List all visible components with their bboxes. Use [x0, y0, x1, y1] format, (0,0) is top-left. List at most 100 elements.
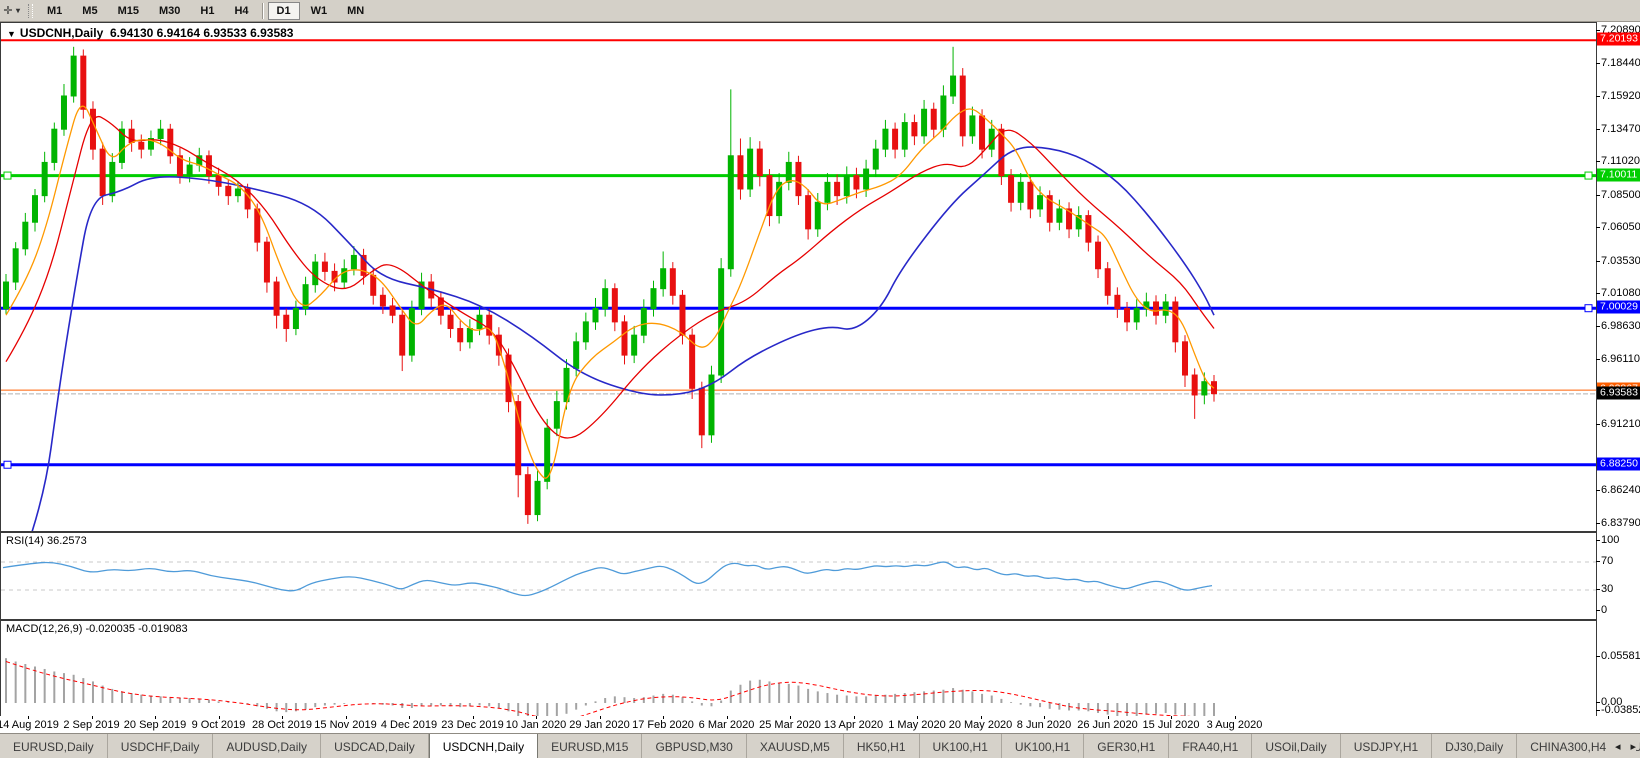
timeframe-button-H1[interactable]: H1: [200, 4, 215, 17]
hline-price-label: 6.93867: [1597, 382, 1640, 396]
line-anchor-handle[interactable]: [3, 460, 12, 469]
tabs-scroll-arrows: ◂ ▸: [1606, 734, 1636, 758]
candle: [930, 102, 937, 139]
timeframe-button-W1[interactable]: W1: [310, 4, 328, 17]
candle: [283, 308, 290, 342]
candle: [1075, 206, 1082, 237]
tabs-scroll-left-icon[interactable]: ◂: [1614, 741, 1621, 753]
macd-panel[interactable]: MACD(12,26,9) -0.020035 -0.019083: [0, 620, 1597, 718]
rsi-tick: 70: [1601, 555, 1614, 567]
candle: [1104, 262, 1111, 305]
date-label: 17 Feb 2020: [632, 719, 694, 731]
date-label: 4 Dec 2019: [380, 719, 438, 731]
date-tick-mark: [155, 716, 156, 719]
tab-fra40-h1[interactable]: FRA40,H1: [1169, 734, 1253, 758]
line-anchor-handle[interactable]: [3, 171, 12, 180]
tab-uk100-h1[interactable]: UK100,H1: [920, 734, 1002, 758]
tab-gbpusd-m30[interactable]: GBPUSD,M30: [642, 734, 747, 758]
timeframe-button-M15[interactable]: M15: [117, 4, 139, 17]
timeframe-button-M5[interactable]: M5: [82, 4, 98, 17]
line-anchor-handle[interactable]: [1584, 171, 1593, 180]
tab-usdjpy-h1[interactable]: USDJPY,H1: [1341, 734, 1433, 758]
candle: [379, 287, 386, 314]
tabs-scroll-right-icon[interactable]: ▸: [1630, 741, 1636, 753]
date-tick-mark: [663, 716, 664, 719]
date-label: 2 Sep 2019: [63, 719, 120, 731]
candle: [41, 151, 48, 203]
tab-usdcnh-daily[interactable]: USDCNH,Daily: [428, 734, 539, 758]
macd-label: MACD(12,26,9) -0.020035 -0.019083: [6, 623, 188, 635]
chart-area: ▼ USDCNH,Daily 6.94130 6.94164 6.93533 6.…: [0, 22, 1640, 733]
timeframe-button-M30[interactable]: M30: [158, 4, 181, 17]
tab-china300-h4[interactable]: CHINA300,H4: [1517, 734, 1621, 758]
date-tick-mark: [345, 716, 347, 719]
tab-hk50-h1[interactable]: HK50,H1: [844, 734, 920, 758]
date-label: 10 Jan 2020: [505, 719, 567, 731]
timeframe-button-M1[interactable]: M1: [47, 4, 63, 17]
timeframe-button-D1[interactable]: D1: [267, 1, 300, 20]
collapse-triangle-icon[interactable]: ▼: [7, 29, 16, 39]
price-tick: 7.15920: [1601, 90, 1640, 103]
crosshair-tool-icon[interactable]: ✛: [3, 5, 13, 17]
candle: [399, 308, 406, 372]
candle: [109, 153, 116, 203]
candle: [360, 248, 367, 285]
date-tick-mark: [282, 716, 283, 719]
candle: [1056, 199, 1063, 231]
date-label: 15 Nov 2019: [314, 719, 377, 731]
candle: [747, 137, 754, 197]
price-tick: 7.06050: [1601, 221, 1640, 234]
candle: [1153, 295, 1160, 325]
chart-title: ▼ USDCNH,Daily 6.94130 6.94164 6.93533 6.…: [7, 26, 293, 40]
dropdown-caret-icon[interactable]: ▾: [16, 6, 21, 15]
candle: [969, 106, 976, 144]
price-tick: 6.83790: [1601, 517, 1640, 529]
chart-ohlc: 6.94130 6.94164 6.93533 6.93583: [109, 26, 294, 40]
candle: [60, 84, 67, 136]
tab-uk100-h1[interactable]: UK100,H1: [1002, 734, 1085, 758]
tab-usdcad-daily[interactable]: USDCAD,Daily: [321, 734, 429, 758]
candle: [727, 89, 734, 277]
price-tick: 6.98630: [1601, 319, 1640, 332]
tab-dj30-daily[interactable]: DJ30,Daily: [1432, 734, 1518, 758]
tab-eurusd-daily[interactable]: EURUSD,Daily: [0, 734, 108, 758]
tab-usoil-daily[interactable]: USOil,Daily: [1252, 734, 1341, 758]
date-tick-mark: [853, 716, 855, 719]
candle: [650, 280, 657, 317]
chart-tabs: EURUSD,Daily USDCHF,Daily AUDUSD,Daily USDC…: [0, 734, 1640, 758]
candle: [901, 113, 908, 158]
candle: [3, 274, 9, 314]
timeframe-button-H4[interactable]: H4: [234, 4, 249, 17]
date-tick-mark: [1171, 716, 1172, 719]
tab-xauusd-m5[interactable]: XAUUSD,M5: [747, 734, 844, 758]
hline-price-label: 7.10011: [1597, 168, 1640, 182]
candle: [408, 300, 415, 362]
tab-usdchf-daily[interactable]: USDCHF,Daily: [108, 734, 214, 758]
date-label: 23 Dec 2019: [441, 719, 504, 731]
toolbar-grip[interactable]: [28, 3, 34, 18]
tab-usoil-d[interactable]: USOil,D: [1620, 734, 1640, 758]
candle: [698, 381, 705, 449]
candle: [1095, 235, 1102, 279]
date-label: 28 Oct 2019: [252, 719, 312, 731]
tab-ger30-h1[interactable]: GER30,H1: [1084, 734, 1170, 758]
candle: [515, 394, 522, 498]
candle: [534, 470, 541, 522]
price-tick: 7.08500: [1601, 188, 1640, 201]
timeframe-button-MN[interactable]: MN: [347, 4, 365, 17]
rsi-panel[interactable]: RSI(14) 36.2573: [0, 532, 1597, 620]
macd-tick: 0.00: [1601, 696, 1623, 708]
candle: [466, 319, 473, 349]
candle: [312, 254, 319, 293]
candle: [205, 150, 212, 184]
candle: [756, 141, 763, 187]
line-anchor-handle[interactable]: [1584, 304, 1593, 313]
tab-audusd-daily[interactable]: AUDUSD,Daily: [213, 734, 322, 758]
macd-tick: -0.038524: [1601, 704, 1640, 716]
date-label: 20 May 2020: [948, 719, 1013, 731]
date-label: 14 Aug 2019: [0, 719, 59, 731]
date-label: 25 Mar 2020: [759, 719, 821, 731]
price-panel[interactable]: ▼ USDCNH,Daily 6.94130 6.94164 6.93533 6.…: [0, 22, 1597, 532]
date-label: 13 Apr 2020: [823, 719, 884, 731]
tab-eurusd-m15[interactable]: EURUSD,M15: [538, 734, 643, 758]
